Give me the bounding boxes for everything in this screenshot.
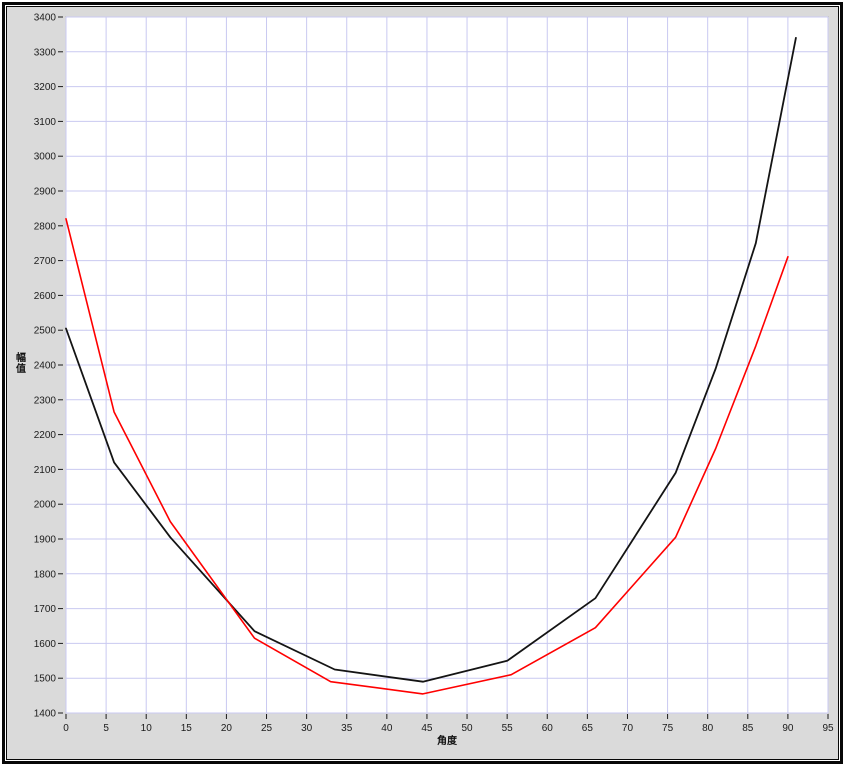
series-black-line <box>65 37 797 683</box>
y-tick-label: 2500 <box>34 326 57 337</box>
x-tick-label: 55 <box>502 723 514 734</box>
x-tick-label: 0 <box>63 723 69 734</box>
y-tick-label: 3200 <box>34 82 57 93</box>
y-tick-label: 1400 <box>34 709 57 720</box>
y-tick-label: 3100 <box>34 117 57 128</box>
y-axis-title: 幅值 <box>16 351 26 375</box>
y-tick-label: 1500 <box>34 674 57 685</box>
x-tick-label: 5 <box>103 723 109 734</box>
y-tick-label: 1600 <box>34 639 57 650</box>
y-tick-label: 2800 <box>34 221 57 232</box>
y-tick-label: 3400 <box>34 13 57 24</box>
x-tick-label: 50 <box>461 723 473 734</box>
x-tick-label: 45 <box>421 723 433 734</box>
x-tick-label: 30 <box>301 723 313 734</box>
x-tick-label: 60 <box>542 723 554 734</box>
x-tick-label: 70 <box>622 723 634 734</box>
series-red-line <box>65 218 789 695</box>
y-tick-label: 1800 <box>34 569 57 580</box>
y-tick-label: 1900 <box>34 535 57 546</box>
y-tick-label: 3300 <box>34 47 57 58</box>
y-tick-label: 2400 <box>34 361 57 372</box>
x-tick-label: 65 <box>582 723 594 734</box>
x-tick-label: 75 <box>662 723 674 734</box>
y-tick-label: 2100 <box>34 465 57 476</box>
y-tick-label: 2900 <box>34 187 57 198</box>
x-tick-label: 25 <box>261 723 273 734</box>
y-tick-label: 1700 <box>34 604 57 615</box>
x-tick-label: 10 <box>141 723 153 734</box>
y-tick-label: 2600 <box>34 291 57 302</box>
x-tick-label: 35 <box>341 723 353 734</box>
y-tick-label: 2700 <box>34 256 57 267</box>
x-tick-label: 15 <box>181 723 193 734</box>
x-tick-label: 85 <box>742 723 754 734</box>
x-tick-label: 95 <box>822 723 834 734</box>
x-tick-label: 40 <box>381 723 393 734</box>
y-tick-label: 2000 <box>34 500 57 511</box>
x-tick-label: 80 <box>702 723 714 734</box>
y-tick-label: 3000 <box>34 152 57 163</box>
x-axis-title: 角度 <box>437 734 458 747</box>
x-tick-label: 90 <box>782 723 794 734</box>
y-tick-label: 2200 <box>34 430 57 441</box>
y-tick-label: 2300 <box>34 395 57 406</box>
x-tick-label: 20 <box>221 723 233 734</box>
